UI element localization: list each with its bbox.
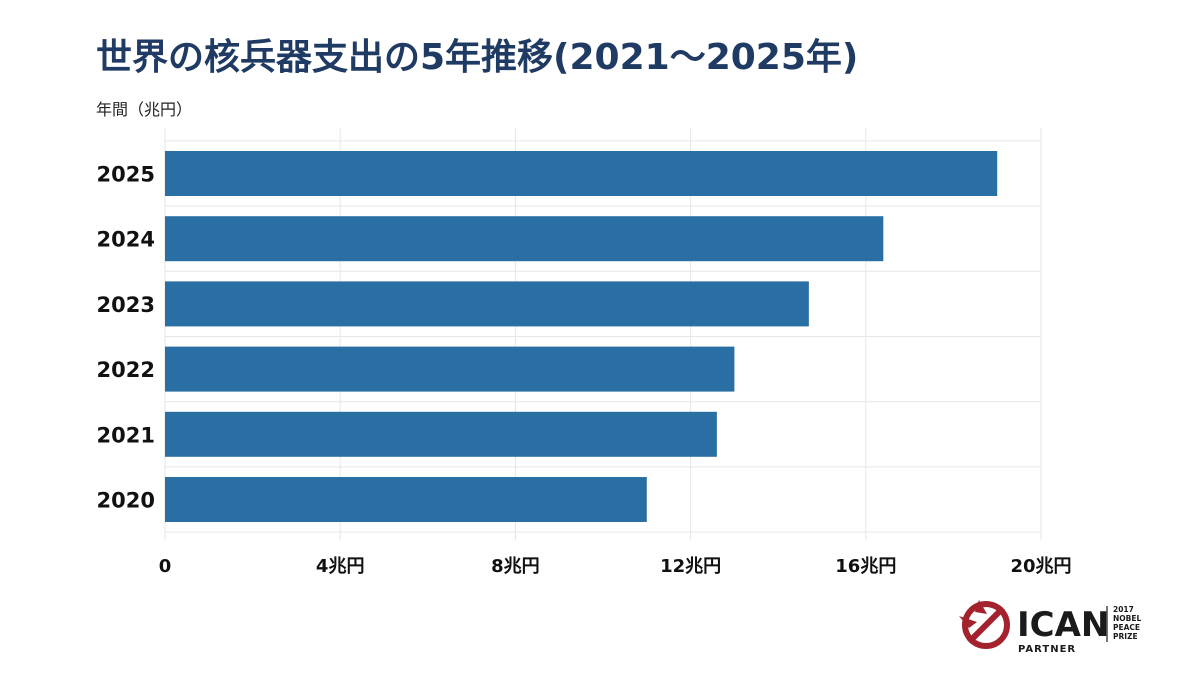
category-labels: 2025 2024 2023 2022 2021 2020	[97, 163, 155, 513]
bar-2022	[165, 346, 735, 392]
logo-name: ICAN	[1017, 605, 1109, 645]
x-tick-label-5: 20兆円	[1010, 556, 1071, 577]
grid-lines	[164, 128, 1042, 540]
x-axis-ticks: 0 4兆円 8兆円 12兆円 16兆円 20兆円	[159, 556, 1072, 577]
x-tick-label-1: 4兆円	[316, 556, 365, 577]
category-label-2021: 2021	[97, 423, 155, 447]
x-tick-label-4: 16兆円	[835, 556, 896, 577]
logo-sub: PARTNER	[1018, 644, 1076, 655]
ican-emblem-icon	[959, 600, 1010, 649]
category-label-2024: 2024	[97, 228, 155, 252]
category-label-2022: 2022	[97, 358, 155, 382]
category-label-2020: 2020	[97, 489, 155, 513]
x-tick-label-3: 12兆円	[660, 556, 721, 577]
category-label-2023: 2023	[97, 293, 155, 317]
bars	[165, 151, 998, 522]
logo-award-1: 2017	[1113, 605, 1134, 614]
x-tick-label-2: 8兆円	[491, 556, 540, 577]
logo-award-2: NOBEL	[1113, 614, 1141, 623]
x-tick-label-0: 0	[159, 556, 172, 577]
bar-2023	[165, 281, 809, 327]
logo-award-3: PEACE	[1113, 623, 1140, 632]
chart-title: 世界の核兵器支出の5年推移(2021〜2025年)	[96, 37, 859, 78]
bar-2020	[165, 477, 647, 522]
category-label-2025: 2025	[97, 163, 155, 187]
logo-award-4: PRIZE	[1113, 632, 1138, 641]
unit-label: 年間（兆円）	[96, 100, 193, 119]
bar-2021	[165, 411, 717, 457]
ican-logo: ICAN PARTNER 2017 NOBEL PEACE PRIZE	[959, 600, 1141, 655]
bar-2025	[165, 151, 998, 196]
bar-2024	[165, 216, 884, 262]
